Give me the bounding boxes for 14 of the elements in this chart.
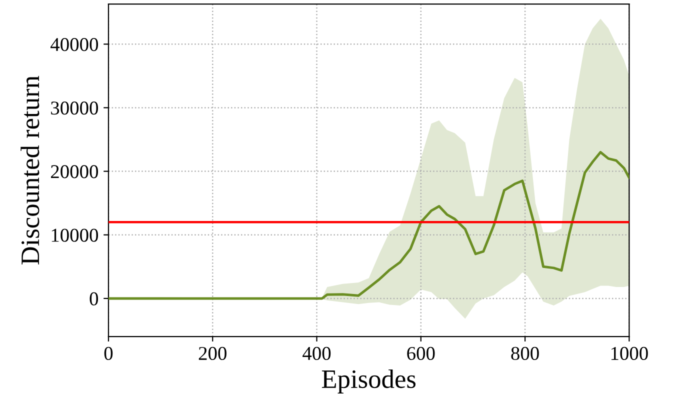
x-tick-label: 1000 [611,346,648,360]
x-tick-label: 600 [407,346,435,360]
x-tick-label: 200 [198,346,226,360]
x-tick-label: 0 [104,346,113,360]
y-tick-label: 20000 [51,165,98,178]
y-axis-title: Discounted return [20,76,40,264]
x-tick-label: 800 [511,346,539,360]
line-series [108,150,630,300]
y-tick-label: 10000 [52,228,98,242]
x-tick-label: 400 [302,346,331,360]
y-tick-label: 40000 [50,38,98,52]
x-axis-title: Episodes [322,370,416,394]
y-tick-label: 0 [90,292,98,306]
y-tick-label: 30000 [51,102,98,115]
